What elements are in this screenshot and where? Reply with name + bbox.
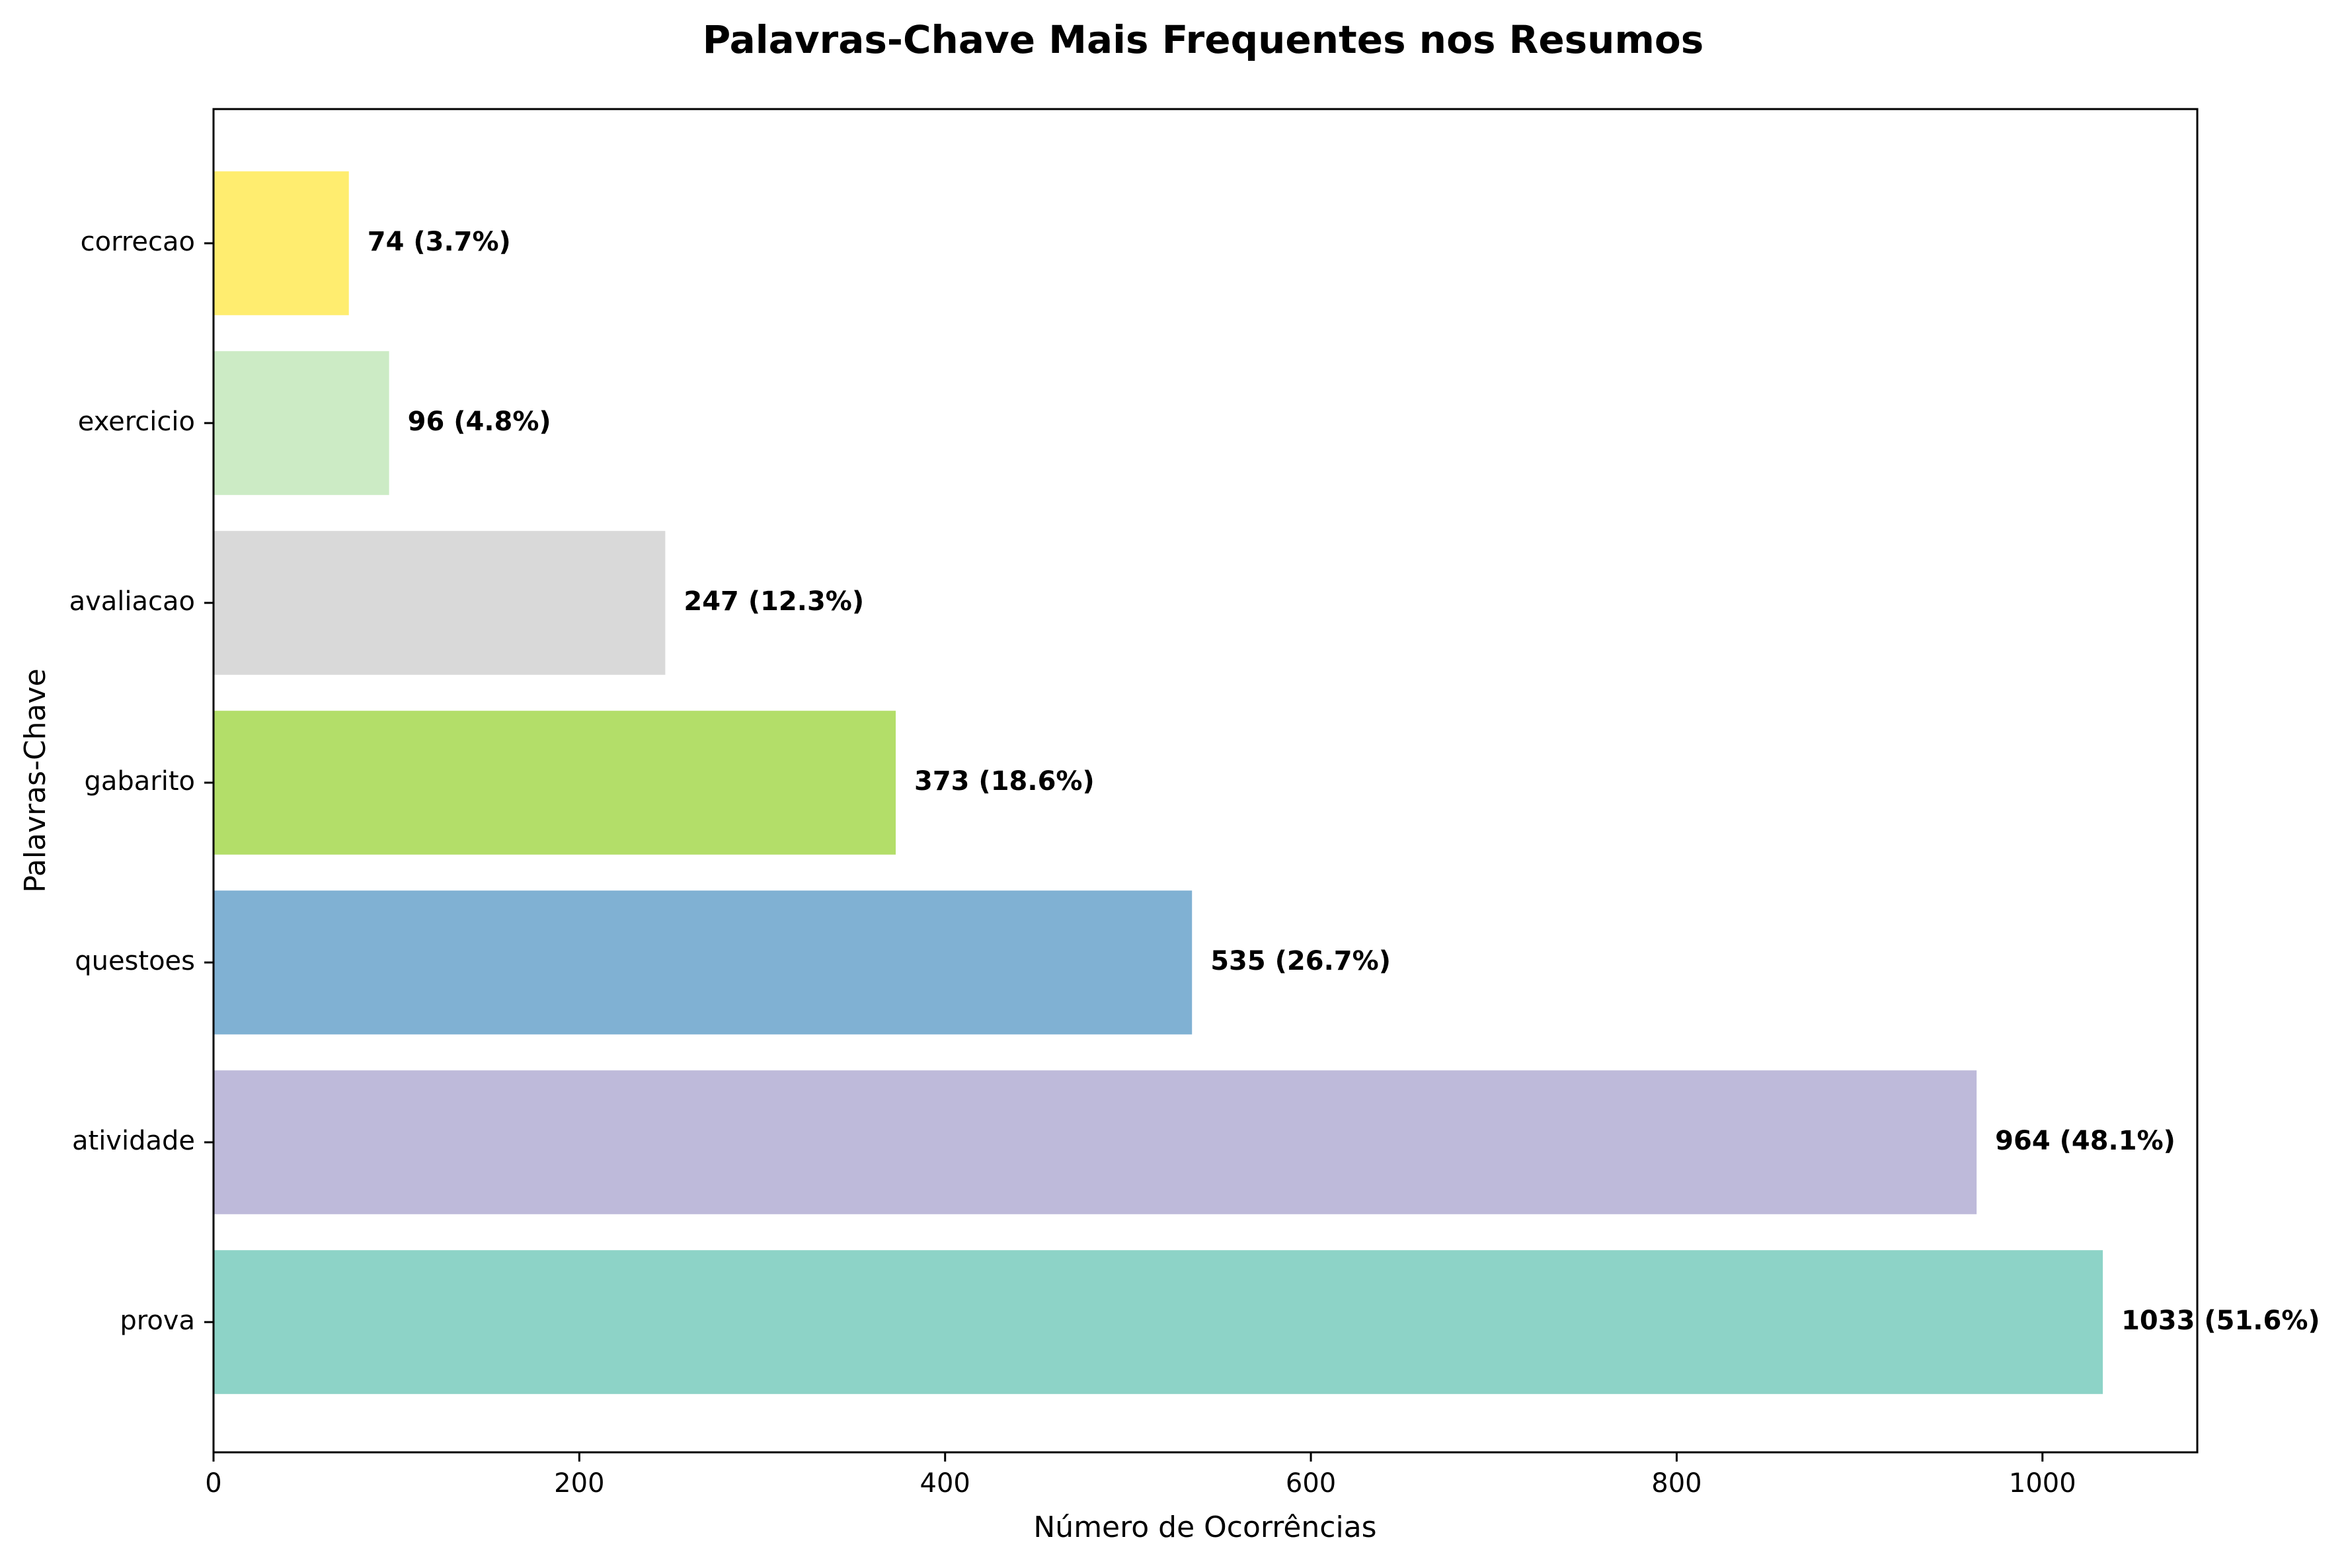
value-label-correcao: 74 (3.7%) [368,227,511,257]
value-label-atividade: 964 (48.1%) [1995,1126,2175,1156]
plot-frame [212,108,2199,1454]
x-tick-label-800: 800 [1651,1468,1702,1499]
chart-title: Palavras-Chave Mais Frequentes nos Resum… [703,17,1704,62]
x-tick-label-200: 200 [554,1468,604,1499]
x-tick-label-400: 400 [920,1468,970,1499]
y-axis-label: Palavras-Chave [19,668,52,892]
y-tick-label-avaliacao: avaliacao [69,586,195,617]
value-label-prova: 1033 (51.6%) [2121,1306,2320,1336]
value-label-exercicio: 96 (4.8%) [408,407,551,437]
bar-gabarito [214,711,896,855]
bar-exercicio [214,351,389,495]
x-axis-label: Número de Ocorrências [1033,1510,1376,1544]
plot-area: 1033 (51.6%) prova 964 (48.1%) atividade 535… [69,171,2320,1499]
y-tick-label-atividade: atividade [72,1126,195,1156]
y-tick-label-questoes: questoes [75,946,195,976]
bar-correcao [214,171,349,315]
bar-avaliacao [214,531,666,675]
x-tick-label-0: 0 [205,1468,221,1499]
y-tick-label-prova: prova [120,1306,195,1336]
bar-atividade [214,1070,1977,1214]
value-label-avaliacao: 247 (12.3%) [684,586,864,617]
x-tick-label-1000: 1000 [2009,1468,2076,1499]
x-tick-label-600: 600 [1286,1468,1336,1499]
bar-prova [214,1250,2103,1394]
y-tick-label-correcao: correcao [81,227,195,257]
value-label-questoes: 535 (26.7%) [1210,946,1391,976]
bar-questoes [214,890,1193,1035]
value-label-gabarito: 373 (18.6%) [914,766,1095,797]
y-tick-label-exercicio: exercicio [78,407,195,437]
y-tick-label-gabarito: gabarito [84,766,195,797]
